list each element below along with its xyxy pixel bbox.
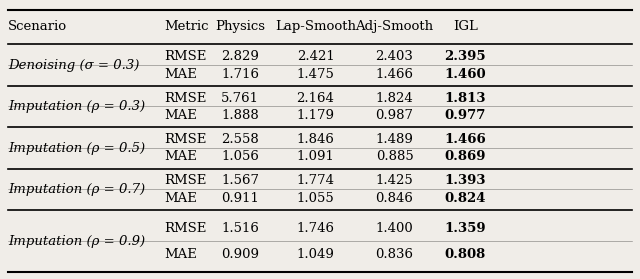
Text: 2.421: 2.421: [297, 50, 335, 63]
Text: 0.911: 0.911: [221, 192, 259, 205]
Text: Imputation (ρ = 0.3): Imputation (ρ = 0.3): [8, 100, 145, 113]
Text: 1.567: 1.567: [221, 174, 259, 187]
Text: Adj-Smooth: Adj-Smooth: [355, 20, 434, 33]
Text: MAE: MAE: [164, 109, 196, 122]
Text: Imputation (ρ = 0.7): Imputation (ρ = 0.7): [8, 183, 145, 196]
Text: RMSE: RMSE: [164, 50, 206, 63]
Text: 2.403: 2.403: [376, 50, 413, 63]
Text: 1.888: 1.888: [221, 109, 259, 122]
Text: Lap-Smooth: Lap-Smooth: [275, 20, 356, 33]
Text: 1.460: 1.460: [444, 68, 486, 81]
Text: 1.466: 1.466: [376, 68, 413, 81]
Text: 1.393: 1.393: [445, 174, 486, 187]
Text: 0.987: 0.987: [376, 109, 413, 122]
Text: 1.359: 1.359: [444, 222, 486, 235]
Text: RMSE: RMSE: [164, 222, 206, 235]
Text: 5.761: 5.761: [221, 92, 259, 105]
Text: 2.395: 2.395: [444, 50, 486, 63]
Text: MAE: MAE: [164, 150, 196, 163]
Text: RMSE: RMSE: [164, 174, 206, 187]
Text: 1.400: 1.400: [376, 222, 413, 235]
Text: 1.475: 1.475: [296, 68, 335, 81]
Text: 0.885: 0.885: [376, 150, 413, 163]
Text: 1.489: 1.489: [376, 133, 413, 146]
Text: 1.055: 1.055: [297, 192, 335, 205]
Text: Imputation (ρ = 0.5): Imputation (ρ = 0.5): [8, 142, 145, 155]
Text: 0.836: 0.836: [376, 248, 413, 261]
Text: 1.846: 1.846: [296, 133, 335, 146]
Text: 1.813: 1.813: [445, 92, 486, 105]
Text: RMSE: RMSE: [164, 133, 206, 146]
Text: 2.164: 2.164: [296, 92, 335, 105]
Text: 2.829: 2.829: [221, 50, 259, 63]
Text: 1.425: 1.425: [376, 174, 413, 187]
Text: 1.049: 1.049: [296, 248, 335, 261]
Text: 0.824: 0.824: [445, 192, 486, 205]
Text: 1.746: 1.746: [296, 222, 335, 235]
Text: Metric: Metric: [164, 20, 209, 33]
Text: 1.716: 1.716: [221, 68, 259, 81]
Text: IGL: IGL: [453, 20, 477, 33]
Text: Scenario: Scenario: [8, 20, 67, 33]
Text: 0.869: 0.869: [445, 150, 486, 163]
Text: MAE: MAE: [164, 192, 196, 205]
Text: Physics: Physics: [215, 20, 266, 33]
Text: 1.516: 1.516: [221, 222, 259, 235]
Text: MAE: MAE: [164, 68, 196, 81]
Text: 1.179: 1.179: [296, 109, 335, 122]
Text: 0.808: 0.808: [445, 248, 486, 261]
Text: 1.824: 1.824: [376, 92, 413, 105]
Text: 1.091: 1.091: [296, 150, 335, 163]
Text: RMSE: RMSE: [164, 92, 206, 105]
Text: Denoising (σ = 0.3): Denoising (σ = 0.3): [8, 59, 139, 72]
Text: 1.774: 1.774: [296, 174, 335, 187]
Text: MAE: MAE: [164, 248, 196, 261]
Text: 0.977: 0.977: [445, 109, 486, 122]
Text: 2.558: 2.558: [221, 133, 259, 146]
Text: 1.466: 1.466: [444, 133, 486, 146]
Text: 0.909: 0.909: [221, 248, 259, 261]
Text: Imputation (ρ = 0.9): Imputation (ρ = 0.9): [8, 235, 145, 248]
Text: 0.846: 0.846: [376, 192, 413, 205]
Text: 1.056: 1.056: [221, 150, 259, 163]
